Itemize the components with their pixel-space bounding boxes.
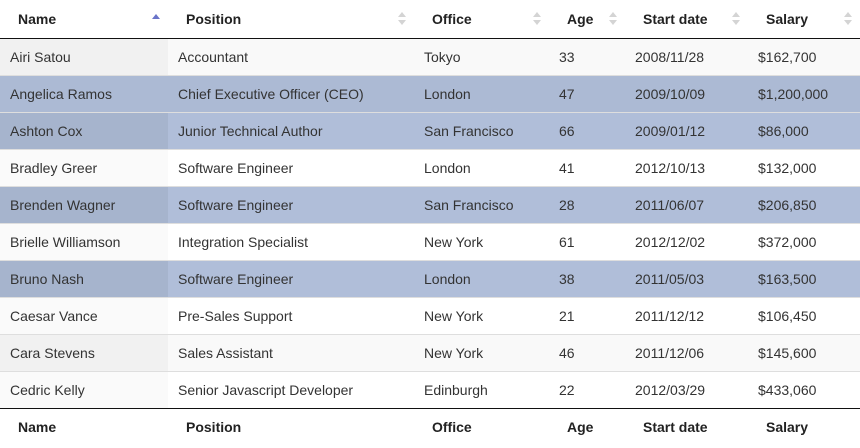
table-row[interactable]: Cara Stevens Sales Assistant New York 46 201…: [0, 333, 860, 371]
table-row[interactable]: Caesar Vance Pre-Sales Support New York 21 2…: [0, 296, 860, 334]
footer-age: Age: [549, 407, 625, 446]
cell-position: Integration Specialist: [168, 222, 414, 260]
cell-salary: $1,200,000: [748, 74, 860, 112]
cell-position: Accountant: [168, 38, 414, 75]
cell-office: London: [414, 74, 549, 112]
cell-office: Tokyo: [414, 38, 549, 75]
column-header-label: Position: [186, 10, 242, 27]
cell-age: 66: [549, 111, 625, 149]
cell-name: Cara Stevens: [0, 333, 168, 371]
table-row[interactable]: Brenden Wagner Software Engineer San Franc…: [0, 185, 860, 223]
cell-office: London: [414, 148, 549, 186]
cell-office: New York: [414, 296, 549, 334]
sort-both-icon: [533, 12, 541, 28]
cell-age: 22: [549, 370, 625, 408]
table-header: Name Position Office Age Start date Sala…: [0, 0, 860, 39]
cell-position: Chief Executive Officer (CEO): [168, 74, 414, 112]
cell-start-date: 2011/06/07: [625, 185, 748, 223]
sort-both-icon: [609, 12, 617, 28]
sort-both-icon: [844, 12, 852, 28]
cell-age: 38: [549, 259, 625, 297]
table-row[interactable]: Airi Satou Accountant Tokyo 33 2008/11/28 $16…: [0, 38, 860, 75]
cell-start-date: 2012/10/13: [625, 148, 748, 186]
footer-office: Office: [414, 407, 549, 446]
cell-salary: $132,000: [748, 148, 860, 186]
column-header-label: Office: [432, 10, 472, 27]
cell-name: Cedric Kelly: [0, 370, 168, 408]
cell-salary: $145,600: [748, 333, 860, 371]
cell-age: 46: [549, 333, 625, 371]
footer-name: Name: [0, 407, 168, 446]
column-header-position[interactable]: Position: [168, 0, 414, 39]
cell-name: Brielle Williamson: [0, 222, 168, 260]
column-header-label: Name: [18, 10, 57, 27]
cell-age: 47: [549, 74, 625, 112]
table-body: Airi Satou Accountant Tokyo 33 2008/11/28 $16…: [0, 38, 860, 408]
table-row[interactable]: Ashton Cox Junior Technical Author San Fra…: [0, 111, 860, 149]
cell-age: 28: [549, 185, 625, 223]
cell-salary: $372,000: [748, 222, 860, 260]
cell-position: Junior Technical Author: [168, 111, 414, 149]
column-header-start-date[interactable]: Start date: [625, 0, 748, 39]
cell-position: Senior Javascript Developer: [168, 370, 414, 408]
column-header-office[interactable]: Office: [414, 0, 549, 39]
table-row[interactable]: Cedric Kelly Senior Javascript Developer E…: [0, 370, 860, 408]
table-row[interactable]: Bradley Greer Software Engineer London 41 20…: [0, 148, 860, 186]
footer-position: Position: [168, 407, 414, 446]
cell-start-date: 2009/01/12: [625, 111, 748, 149]
cell-salary: $86,000: [748, 111, 860, 149]
cell-office: San Francisco: [414, 111, 549, 149]
cell-name: Ashton Cox: [0, 111, 168, 149]
cell-office: Edinburgh: [414, 370, 549, 408]
cell-salary: $433,060: [748, 370, 860, 408]
cell-name: Bradley Greer: [0, 148, 168, 186]
cell-salary: $106,450: [748, 296, 860, 334]
cell-salary: $163,500: [748, 259, 860, 297]
table-row[interactable]: Brielle Williamson Integration Specialist…: [0, 222, 860, 260]
cell-start-date: 2009/10/09: [625, 74, 748, 112]
cell-position: Sales Assistant: [168, 333, 414, 371]
cell-name: Caesar Vance: [0, 296, 168, 334]
cell-salary: $206,850: [748, 185, 860, 223]
cell-name: Brenden Wagner: [0, 185, 168, 223]
cell-start-date: 2008/11/28: [625, 38, 748, 75]
cell-start-date: 2011/12/06: [625, 333, 748, 371]
cell-office: San Francisco: [414, 185, 549, 223]
cell-position: Software Engineer: [168, 185, 414, 223]
column-header-label: Start date: [643, 10, 708, 27]
cell-start-date: 2012/03/29: [625, 370, 748, 408]
cell-start-date: 2011/12/12: [625, 296, 748, 334]
cell-office: New York: [414, 333, 549, 371]
table-footer: Name Position Office Age Start date Sala…: [0, 407, 860, 446]
cell-position: Pre-Sales Support: [168, 296, 414, 334]
cell-office: London: [414, 259, 549, 297]
footer-start-date: Start date: [625, 407, 748, 446]
cell-name: Angelica Ramos: [0, 74, 168, 112]
cell-name: Airi Satou: [0, 38, 168, 75]
cell-age: 61: [549, 222, 625, 260]
column-header-salary[interactable]: Salary: [748, 0, 860, 39]
footer-salary: Salary: [748, 407, 860, 446]
cell-salary: $162,700: [748, 38, 860, 75]
column-header-label: Age: [567, 10, 594, 27]
column-header-label: Salary: [766, 10, 809, 27]
cell-office: New York: [414, 222, 549, 260]
table-row[interactable]: Bruno Nash Software Engineer London 38 2011/…: [0, 259, 860, 297]
cell-start-date: 2012/12/02: [625, 222, 748, 260]
sort-ascending-icon: [152, 12, 160, 28]
cell-age: 41: [549, 148, 625, 186]
column-header-name[interactable]: Name: [0, 0, 168, 39]
cell-start-date: 2011/05/03: [625, 259, 748, 297]
table-row[interactable]: Angelica Ramos Chief Executive Officer (C…: [0, 74, 860, 112]
cell-position: Software Engineer: [168, 259, 414, 297]
column-header-age[interactable]: Age: [549, 0, 625, 39]
sort-both-icon: [732, 12, 740, 28]
cell-age: 33: [549, 38, 625, 75]
cell-name: Bruno Nash: [0, 259, 168, 297]
sort-both-icon: [398, 12, 406, 28]
cell-age: 21: [549, 296, 625, 334]
cell-position: Software Engineer: [168, 148, 414, 186]
